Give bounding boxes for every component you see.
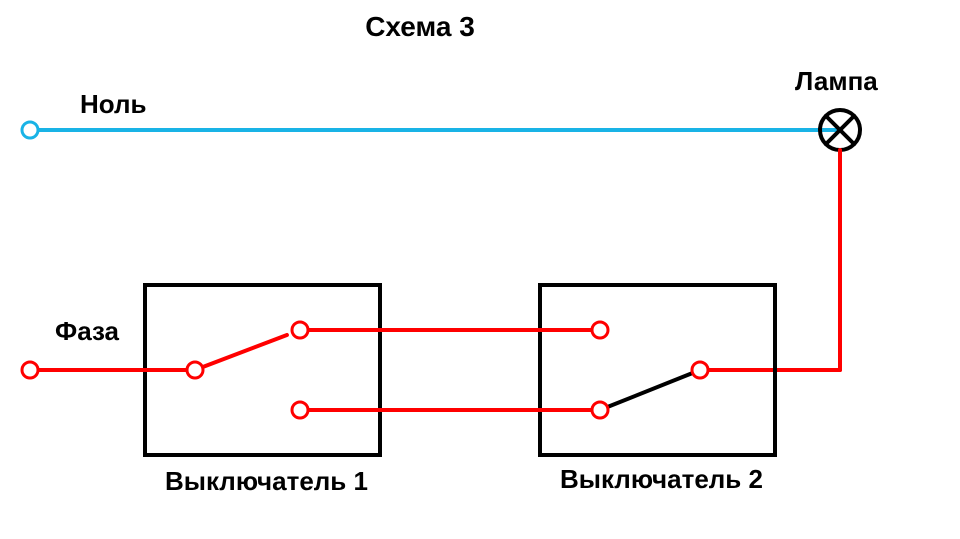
- lamp-label: Лампа: [795, 66, 878, 96]
- switch1-arm: [202, 335, 286, 367]
- neutral-terminal: [22, 122, 38, 138]
- sw1-bottom-node: [292, 402, 308, 418]
- sw2-common-node: [692, 362, 708, 378]
- switch2-label: Выключатель 2: [560, 464, 763, 494]
- sw1-top-node: [292, 322, 308, 338]
- switch2-arm: [607, 373, 692, 407]
- phase-terminal: [22, 362, 38, 378]
- wiring-diagram: Схема 3 Ноль Лампа Выключатель 1 Выключатель…: [0, 0, 960, 539]
- sw1-common-node: [187, 362, 203, 378]
- neutral-label: Ноль: [80, 89, 147, 119]
- sw2-top-node: [592, 322, 608, 338]
- diagram-title: Схема 3: [365, 11, 475, 42]
- switch1-label: Выключатель 1: [165, 466, 368, 496]
- phase-label: Фаза: [55, 316, 120, 346]
- sw2-bottom-node: [592, 402, 608, 418]
